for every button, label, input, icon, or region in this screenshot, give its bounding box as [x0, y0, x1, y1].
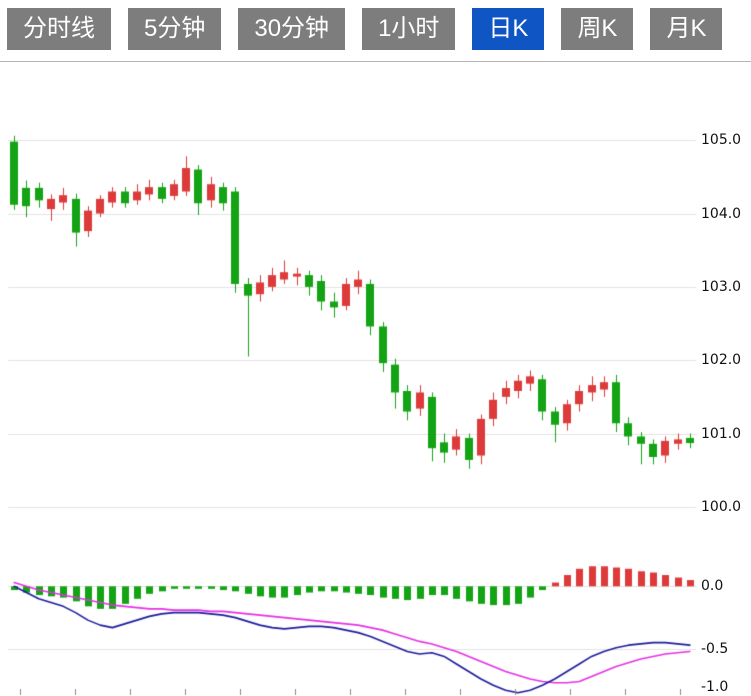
- tab-5min[interactable]: 5分钟: [128, 8, 222, 50]
- tab-1hour[interactable]: 1小时: [362, 8, 456, 50]
- tab-weekly-k[interactable]: 周K: [561, 8, 634, 50]
- tab-time-line[interactable]: 分时线: [7, 8, 111, 50]
- tab-daily-k[interactable]: 日K: [472, 8, 545, 50]
- tab-30min[interactable]: 30分钟: [238, 8, 346, 50]
- interval-toolbar: 分时线 5分钟 30分钟 1小时 日K 周K 月K: [7, 8, 723, 50]
- kline-macd-chart-canvas[interactable]: [0, 63, 751, 696]
- toolbar-divider: [0, 61, 751, 62]
- tab-monthly-k[interactable]: 月K: [650, 8, 723, 50]
